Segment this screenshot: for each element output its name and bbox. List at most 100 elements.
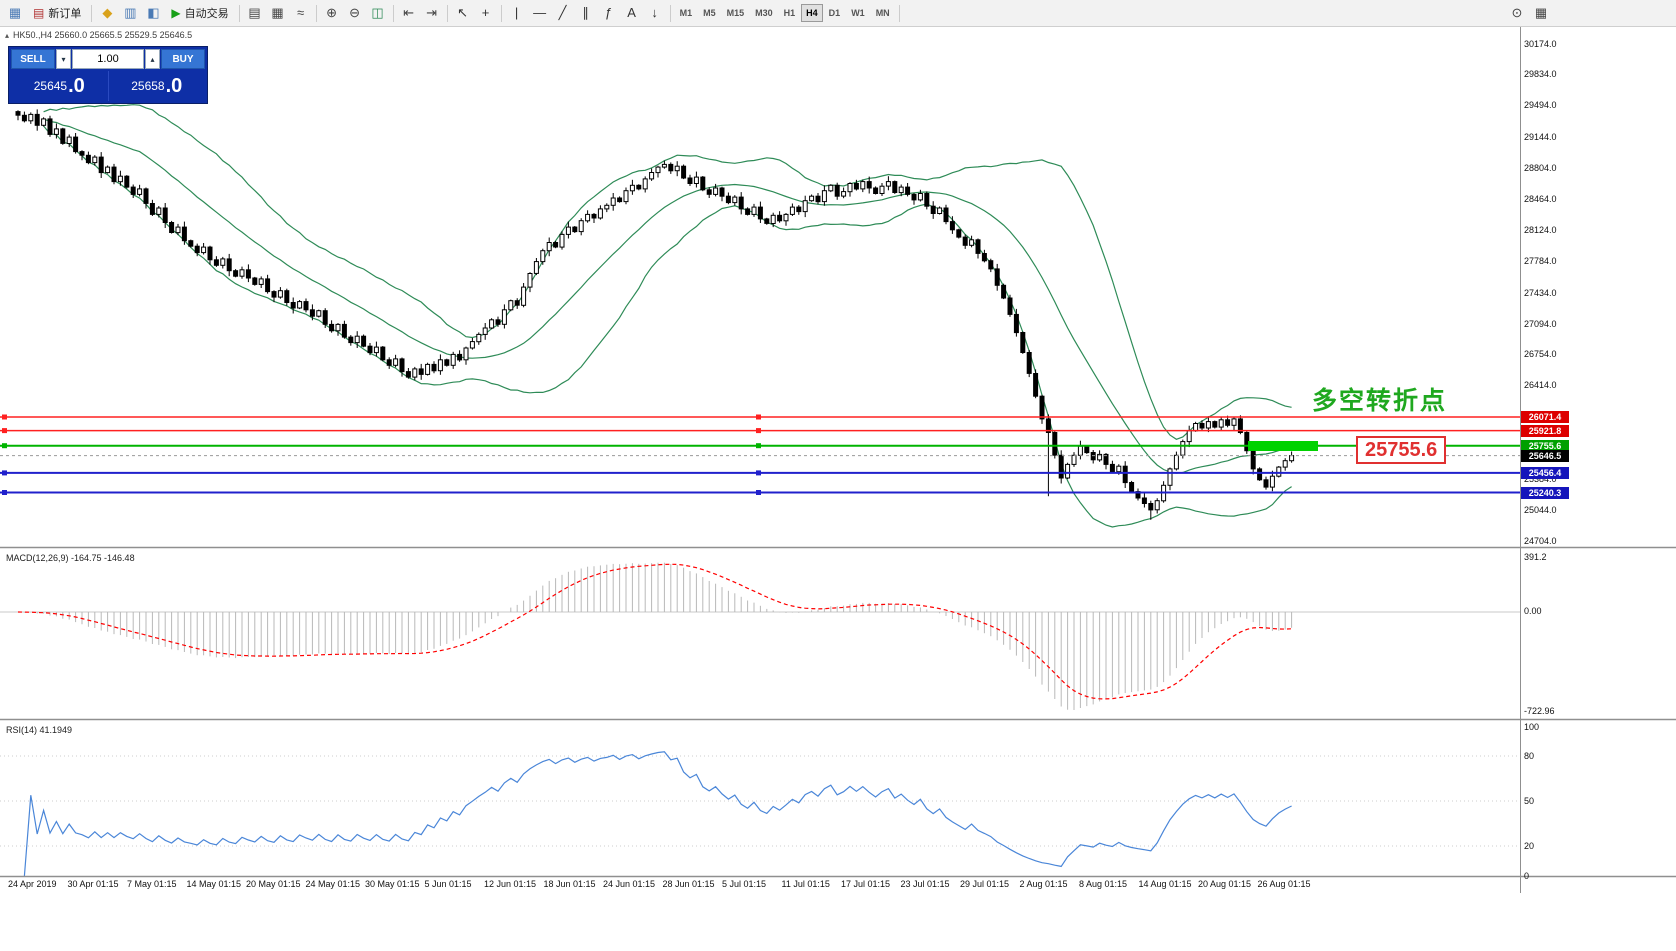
buy-price-display[interactable]: 25658.0	[109, 71, 206, 101]
support-line-2[interactable]	[0, 490, 1520, 495]
time-axis-label: 5 Jul 01:15	[722, 879, 767, 889]
sell-price-big: .0	[68, 75, 85, 97]
collapse-panel-icon[interactable]: ▴	[5, 30, 10, 40]
fibonacci-icon[interactable]: ƒ	[604, 5, 613, 20]
autotrading-button-icon: ▶	[171, 6, 181, 20]
turning-point-annotation[interactable]: 多空转折点	[1312, 387, 1448, 415]
bar-chart-icon[interactable]: ▤	[248, 5, 261, 20]
timeframe-m5-button[interactable]: M5	[703, 8, 716, 18]
vertical-line-icon[interactable]: |	[514, 5, 519, 20]
channel-icon[interactable]: ∥	[582, 5, 589, 20]
resistance-line-1-price-label: 26071.4	[1521, 411, 1569, 423]
sell-price-display[interactable]: 25645.0	[11, 71, 108, 101]
time-axis-label: 5 Jun 01:15	[424, 879, 472, 889]
support-line-1[interactable]	[0, 470, 1520, 476]
macd-axis-label: 391.2	[1524, 552, 1547, 562]
price-axis-label: 28464.0	[1524, 194, 1557, 204]
buy-button[interactable]: BUY	[161, 49, 205, 69]
macd-axis-label: -722.96	[1524, 706, 1555, 716]
support-line-1-price-label: 25456.4	[1521, 466, 1569, 479]
layout-icon[interactable]: ▦	[1534, 5, 1548, 20]
tile-windows-icon[interactable]: ◫	[371, 5, 384, 20]
auto-scroll-icon[interactable]: ⇤	[403, 5, 415, 20]
time-axis-label: 2 Aug 01:15	[1019, 879, 1068, 889]
trendline-icon[interactable]: ╱	[558, 5, 567, 20]
data-window-icon[interactable]: ◧	[147, 5, 160, 20]
timeframe-h4-button[interactable]: H4	[801, 4, 823, 22]
time-axis-label: 12 Jun 01:15	[484, 879, 537, 889]
price-axis-label: 26414.0	[1524, 380, 1557, 391]
price-axis-label: 27784.0	[1524, 255, 1557, 266]
horizontal-line-icon[interactable]: —	[533, 5, 547, 20]
resistance-line-2[interactable]	[0, 428, 1520, 434]
text-icon[interactable]: A	[627, 5, 636, 20]
resistance-line-1[interactable]	[0, 414, 1520, 420]
rsi-indicator-label: RSI(14) 41.1949	[6, 725, 73, 735]
price-axis-label: 28124.0	[1524, 224, 1557, 235]
cursor-icon[interactable]: ↖	[457, 5, 469, 20]
price-divider	[107, 71, 109, 101]
market-watch-icon[interactable]: ▥	[124, 5, 137, 20]
rsi-axis-label: 20	[1524, 841, 1535, 851]
rsi-layer	[0, 751, 1520, 876]
zoom-out-icon[interactable]: ⊖	[349, 5, 361, 20]
buy-price-main: 25658	[131, 79, 165, 93]
toolbar-separator	[898, 4, 900, 22]
time-axis-label: 28 Jun 01:15	[662, 879, 715, 889]
time-axis-label: 20 May 01:15	[246, 879, 301, 889]
buy-price-big: .0	[165, 75, 183, 97]
timeframe-d1-button[interactable]: D1	[828, 8, 841, 18]
candles	[15, 109, 1295, 520]
highlight-rectangle[interactable]	[1248, 441, 1318, 451]
timeframe-m15-button[interactable]: M15	[726, 8, 745, 18]
volume-down-button[interactable]: ▾	[56, 49, 71, 69]
timeframe-m1-button[interactable]: M1	[679, 8, 693, 18]
toolbar-separator	[91, 4, 93, 22]
zoom-in-icon[interactable]: ⊕	[326, 5, 338, 20]
autotrading-button-label: 自动交易	[184, 8, 229, 20]
symbol-search-icon[interactable]: ⊙	[1511, 5, 1523, 20]
price-callout-annotation[interactable]: 25755.6	[1356, 436, 1447, 464]
sell-button[interactable]: SELL	[11, 49, 55, 69]
time-axis-label: 7 May 01:15	[127, 879, 177, 889]
profiles-icon[interactable]: ◆	[102, 5, 113, 20]
time-axis-label: 29 Jul 01:15	[960, 879, 1010, 889]
support-line-2-price-label: 25240.3	[1521, 486, 1569, 499]
price-axis-label: 30174.0	[1524, 38, 1557, 49]
macd-indicator-label: MACD(12,26,9) -164.75 -146.48	[6, 553, 135, 563]
sell-price-main: 25645	[33, 79, 68, 93]
time-axis-label: 23 Jul 01:15	[900, 879, 950, 889]
arrows-icon[interactable]: ↓	[651, 5, 658, 20]
timeframe-mn-button[interactable]: MN	[875, 8, 890, 18]
timeframe-m30-button[interactable]: M30	[755, 8, 773, 18]
candlestick-chart-icon[interactable]: ▦	[271, 5, 284, 20]
new-chart-icon[interactable]: ▦	[8, 5, 22, 20]
symbol-ohlc-text: HK50.,H4 25660.0 25665.5 25529.5 25646.5	[13, 30, 193, 40]
chart-header: ▴ HK50.,H4 25660.0 25665.5 25529.5 25646…	[5, 30, 192, 40]
rsi-line	[23, 751, 1292, 876]
rsi-axis-label: 80	[1524, 751, 1535, 761]
crosshair-icon[interactable]: +	[481, 5, 490, 20]
timeframe-w1-button[interactable]: W1	[851, 8, 865, 18]
price-axis-label: 25044.0	[1524, 504, 1557, 515]
time-axis-label: 26 Aug 01:15	[1257, 879, 1311, 889]
toolbar-separator	[669, 4, 671, 22]
autotrading-button[interactable]: ▶ 自动交易	[165, 3, 234, 23]
timeframe-h1-button[interactable]: H1	[783, 8, 796, 18]
price-axis-label: 28804.0	[1524, 163, 1557, 173]
one-click-trading-panel: SELL ▾ ▴ BUY 25645.0 25658.0	[8, 46, 208, 104]
chart-shift-icon[interactable]: ⇥	[426, 5, 438, 20]
macd-signal-line	[17, 563, 1292, 700]
time-axis-label: 24 Jun 01:15	[603, 879, 656, 889]
main-chart-layer	[0, 104, 1520, 528]
toolbar-separator	[315, 4, 317, 22]
line-chart-icon[interactable]: ≈	[297, 5, 305, 20]
toolbar-right-group: ⊙ ▦	[1506, 3, 1552, 23]
toolbar-separator	[392, 4, 394, 22]
pivot-line-price-label: 25755.6	[1521, 439, 1569, 452]
rsi-axis-label: 100	[1524, 722, 1540, 732]
volume-up-button[interactable]: ▴	[145, 49, 160, 69]
new-order-button[interactable]: ▤ 新订单	[27, 3, 87, 23]
volume-input[interactable]	[72, 49, 144, 69]
